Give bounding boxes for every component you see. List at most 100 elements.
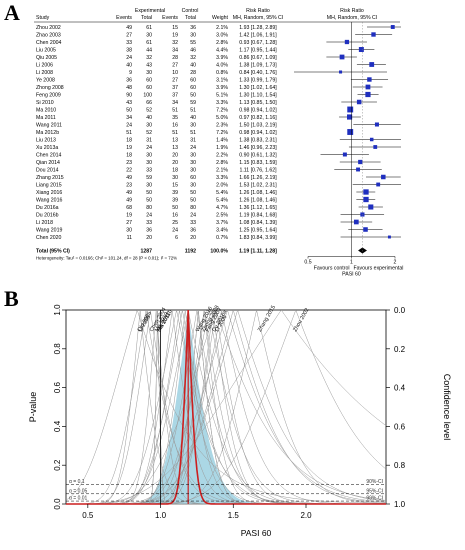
events-ctrl: 13 (172, 145, 178, 151)
header-events-ctrl: Events (162, 15, 178, 21)
total-ctrl: 30 (190, 168, 196, 174)
risk-ratio-ci: 1.50 [1.03, 2.19] (239, 123, 277, 129)
study-name: Zhao 2003 (36, 33, 61, 39)
header-total-ctrl: Total (185, 15, 196, 21)
risk-ratio-ci: 0.97 [0.82, 1.16] (239, 115, 277, 121)
events-ctrl: 10 (172, 70, 178, 76)
header-rr-method: MH, Random, 95% CI (233, 15, 283, 21)
study-name: Ma 2011 (36, 115, 56, 121)
risk-ratio-ci: 1.25 [0.95, 1.64] (239, 228, 277, 234)
risk-ratio-ci: 1.17 [0.95, 1.44] (239, 48, 277, 54)
total-ctrl: 60 (190, 175, 196, 181)
weight: 1.9% (216, 145, 228, 151)
study-name: Dou 2014 (36, 168, 59, 174)
x-tick-label: 2.0 (300, 511, 312, 520)
total-ctrl: 30 (190, 33, 196, 39)
study-marker (369, 62, 375, 67)
total-exp: 36 (146, 228, 152, 234)
events-ctrl: 18 (172, 168, 178, 174)
risk-ratio-ci: 1.19 [0.84, 1.68] (239, 213, 277, 219)
x-axis-label: PASI 60 (241, 528, 272, 538)
study-name: Chen 2020 (36, 235, 61, 241)
risk-ratio-ci: 1.15 [0.83, 1.59] (239, 160, 277, 166)
total-ci: 1.19 [1.11, 1.28] (239, 249, 277, 255)
total-ctrl: 30 (190, 123, 196, 129)
study-marker (390, 25, 395, 29)
total-exp: 52 (146, 108, 152, 114)
events-ctrl: 13 (172, 138, 178, 144)
study-marker (374, 122, 379, 127)
events-exp: 30 (126, 228, 132, 234)
study-name: Zhong 2008 (36, 85, 64, 91)
risk-ratio-ci: 1.30 [1.02, 1.64] (239, 85, 277, 91)
events-ctrl: 50 (172, 205, 178, 211)
alpha-label: α = 0.01 (69, 496, 88, 502)
weight: 2.8% (216, 160, 228, 166)
y-tick-label-right: 0.4 (394, 384, 406, 393)
study-name: Wang 2019 (36, 228, 62, 234)
total-exp: 50 (146, 198, 152, 204)
risk-ratio-ci: 0.98 [0.94, 1.02] (239, 108, 277, 114)
study-marker (347, 106, 354, 113)
weight: 3.3% (216, 100, 228, 106)
events-exp: 50 (126, 108, 132, 114)
events-exp: 19 (126, 145, 132, 151)
events-exp: 27 (126, 33, 132, 39)
study-name: Li 2018 (36, 220, 53, 226)
study-marker (371, 32, 376, 37)
risk-ratio-ci: 1.33 [0.99, 1.79] (239, 78, 277, 84)
events-exp: 49 (126, 175, 132, 181)
study-name: Chen 2014 (36, 153, 61, 159)
study-marker (353, 219, 359, 225)
weight: 1.4% (216, 138, 228, 144)
events-ctrl: 30 (172, 175, 178, 181)
study-name: Xiang 2016 (36, 190, 62, 196)
events-ctrl: 39 (172, 190, 178, 196)
study-marker (339, 54, 345, 60)
y-axis-label-left: P-value (28, 392, 38, 423)
total-exp: 30 (146, 160, 152, 166)
y-axis-label-right: Confidence level (442, 374, 452, 441)
events-exp: 51 (126, 130, 132, 136)
weight: 2.0% (216, 183, 228, 189)
total-ctrl: 30 (190, 183, 196, 189)
ci-level-label: 90%-CI (366, 479, 383, 485)
risk-ratio-ci: 1.13 [0.85, 1.50] (239, 100, 277, 106)
total-ctrl: 50 (190, 93, 196, 99)
study-name: Si 2010 (36, 100, 54, 106)
events-exp: 68 (126, 205, 132, 211)
header-risk-ratio: Risk Ratio (246, 8, 270, 14)
total-exp: 61 (146, 40, 152, 46)
risk-ratio-ci: 0.84 [0.40, 1.76] (239, 70, 277, 76)
x-tick-label: 1.5 (228, 511, 240, 520)
weight: 2.5% (216, 213, 228, 219)
total-ctrl: 40 (190, 63, 196, 69)
events-ctrl: 19 (172, 33, 178, 39)
study-name: Du 2016a (36, 205, 59, 211)
weight: 5.4% (216, 190, 228, 196)
events-ctrl: 16 (172, 123, 178, 129)
risk-ratio-ci: 1.08 [0.84, 1.39] (239, 220, 277, 226)
weight: 2.8% (216, 40, 228, 46)
heterogeneity-text: Heterogeneity: Tau² = 0.0166; Chi² = 101… (36, 256, 177, 261)
study-p-curve (66, 309, 387, 505)
risk-ratio-ci: 0.86 [0.67, 1.09] (239, 55, 277, 61)
weight: 4.7% (216, 205, 228, 211)
x-tick-label: 0.5 (82, 511, 94, 520)
weight: 3.9% (216, 55, 228, 61)
total-ctrl: 24 (190, 213, 196, 219)
total-weight: 100.0% (210, 249, 228, 255)
header-weight: Weight (212, 15, 229, 21)
study-name: Du 2016b (36, 213, 59, 219)
study-marker (358, 159, 363, 165)
total-ctrl: 59 (190, 100, 196, 106)
total-exp: 24 (146, 213, 152, 219)
weight: 2.2% (216, 153, 228, 159)
total-ctrl: 36 (190, 25, 196, 31)
study-marker (342, 152, 347, 157)
risk-ratio-ci: 0.93 [0.67, 1.28] (239, 40, 277, 46)
total-exp: 60 (146, 78, 152, 84)
total-exp: 30 (146, 70, 152, 76)
events-ctrl: 37 (172, 93, 178, 99)
risk-ratio-ci: 1.53 [1.02, 2.31] (239, 183, 277, 189)
